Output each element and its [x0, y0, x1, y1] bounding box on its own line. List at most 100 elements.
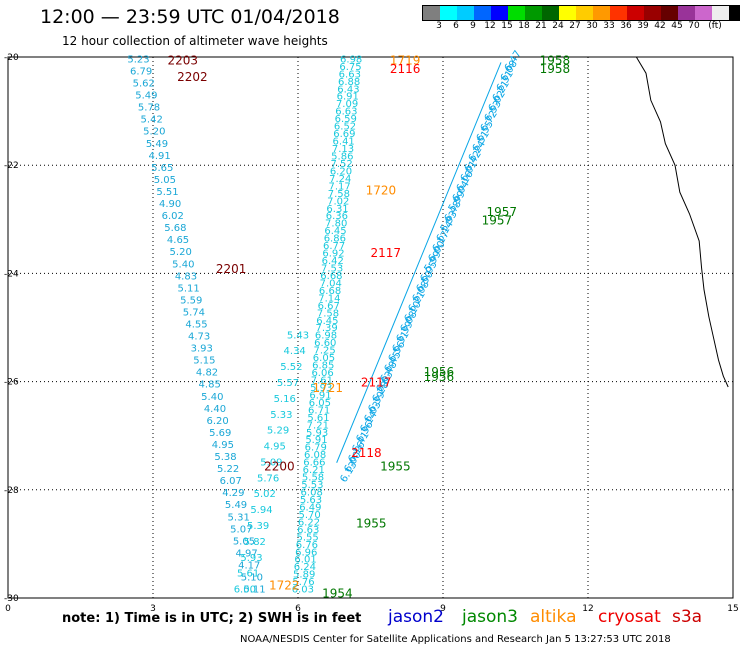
time-annotation: 2200 — [264, 459, 295, 473]
altika-value-label: 6.88 — [338, 77, 360, 88]
jason2-value-label: 5.23 — [127, 54, 149, 65]
time-annotation: 1956 — [424, 365, 455, 379]
altika-value-label: 6.76 — [296, 540, 318, 551]
altika-value-label: 6.08 — [301, 488, 323, 499]
jason3-value-label: 5.94 — [250, 505, 272, 516]
altika-value-label: 6.43 — [337, 84, 359, 95]
altika-value-label: 7.80 — [325, 219, 347, 230]
jason2-value-label: 5.40 — [172, 259, 194, 270]
jason2-value-label: 5.10 — [241, 573, 263, 584]
jason2-value-label: 6.79 — [130, 66, 152, 77]
altika-value-label: 5.58 — [302, 473, 324, 484]
jason2-value-label: 5.59 — [180, 295, 202, 306]
jason2-value-label: 5.11 — [177, 283, 199, 294]
color-scale-cell — [627, 6, 644, 20]
color-scale-label: 36 — [620, 21, 632, 31]
y-tick-label: -24 — [4, 269, 19, 279]
altika-value-label: 6.01 — [294, 555, 316, 566]
jason3-value-label: 5.82 — [244, 537, 266, 548]
color-scale-label: 9 — [470, 21, 476, 31]
jason3-value-label: 5.57 — [277, 378, 299, 389]
altika-value-label: 6.71 — [308, 405, 330, 416]
color-scale-cell — [661, 6, 678, 20]
color-scale-label: 39 — [637, 21, 649, 31]
time-annotation: 1721 — [313, 381, 344, 395]
time-annotation: 2116 — [390, 62, 421, 76]
altika-value-label: 6.98 — [340, 54, 362, 65]
x-tick-label: 9 — [440, 604, 446, 614]
jason2-value-label: 5.15 — [193, 356, 215, 367]
time-annotation: 1720 — [366, 184, 397, 198]
color-scale-label: 45 — [671, 21, 683, 31]
time-annotation: 2203 — [168, 54, 199, 68]
time-annotation: 1957 — [487, 205, 518, 219]
x-tick-label: 15 — [727, 604, 738, 614]
jason2-value-label: 5.69 — [209, 428, 231, 439]
cryosat-value-label: 6.47 — [503, 49, 524, 74]
jason2-value-label: 5.07 — [230, 524, 252, 535]
color-scale-cell — [491, 6, 508, 20]
jason3-value-label: 5.52 — [280, 362, 302, 373]
altika-value-label: 5.89 — [293, 570, 315, 581]
altika-value-label: 7.58 — [328, 189, 350, 200]
altika-value-label: 6.86 — [324, 234, 346, 245]
jason3-value-label: 5.16 — [274, 394, 296, 405]
jason3-value-label: 5.33 — [270, 410, 292, 421]
altika-value-label: 6.60 — [314, 338, 336, 349]
legend-jason3: jason3 — [462, 607, 518, 627]
color-scale-label: 18 — [518, 21, 530, 31]
time-annotation: 1719 — [390, 54, 421, 68]
jason2-value-label: 4.40 — [204, 404, 226, 415]
y-tick-label: -22 — [4, 161, 19, 171]
jason2-value-label: 4.65 — [167, 235, 189, 246]
color-scale-cell — [457, 6, 474, 20]
altika-value-label: 6.05 — [309, 398, 331, 409]
jason3-value-label: 5.02 — [254, 489, 276, 500]
altika-value-label: 7.61 — [311, 376, 333, 387]
altika-value-label: 5.93 — [310, 383, 332, 394]
altika-value-label: 5.63 — [300, 495, 322, 506]
altika-value-label: 6.49 — [299, 502, 321, 513]
altika-value-label: 5.93 — [306, 428, 328, 439]
color-scale-label: 21 — [535, 21, 547, 31]
jason2-value-label: 4.97 — [235, 548, 257, 559]
jason2-value-label: 5.65 — [151, 163, 173, 174]
jason2-value-label: 3.93 — [191, 344, 213, 355]
jason2-value-label: 6.07 — [220, 476, 242, 487]
altika-value-label: 6.42 — [322, 256, 344, 267]
color-scale-label: 15 — [501, 21, 513, 31]
altika-value-label: 7.25 — [313, 346, 335, 357]
color-scale-label: 42 — [654, 21, 666, 31]
altika-value-label: 6.22 — [298, 517, 320, 528]
altika-value-label: 5.86 — [331, 151, 353, 162]
color-scale-cell — [440, 6, 457, 20]
credit-line: NOAA/NESDIS Center for Satellite Applica… — [240, 634, 671, 645]
jason2-value-label: 4.85 — [199, 380, 221, 391]
color-scale-label: 3 — [436, 21, 442, 31]
altika-value-label: 7.17 — [328, 181, 350, 192]
altika-value-label: 7.04 — [320, 278, 342, 289]
jason2-value-label: 4.17 — [238, 560, 260, 571]
jason3-value-label: 5.09 — [260, 457, 282, 468]
time-annotation: 2202 — [177, 70, 208, 84]
x-tick-label: 3 — [150, 604, 156, 614]
color-scale-cell — [678, 6, 695, 20]
jason2-value-label: 4.90 — [159, 199, 181, 210]
jason3-value-label: 4.95 — [264, 442, 286, 453]
color-scale-cell — [644, 6, 661, 20]
jason2-value-label: 5.74 — [183, 307, 205, 318]
time-annotation: 1958 — [540, 54, 571, 68]
jason2-value-label: 5.20 — [143, 127, 165, 138]
altika-value-label: 5.91 — [305, 435, 327, 446]
altika-value-label: 7.21 — [307, 420, 329, 431]
color-scale-cell — [729, 6, 740, 20]
jason2-value-label: 5.05 — [233, 536, 255, 547]
jason2-value-label: 5.62 — [133, 79, 155, 90]
altika-value-label: 6.36 — [326, 211, 348, 222]
altika-value-label: 6.68 — [320, 271, 342, 282]
color-scale-label: 33 — [603, 21, 615, 31]
altika-value-label: 6.69 — [333, 129, 355, 140]
color-scale-label: 70 — [688, 21, 700, 31]
